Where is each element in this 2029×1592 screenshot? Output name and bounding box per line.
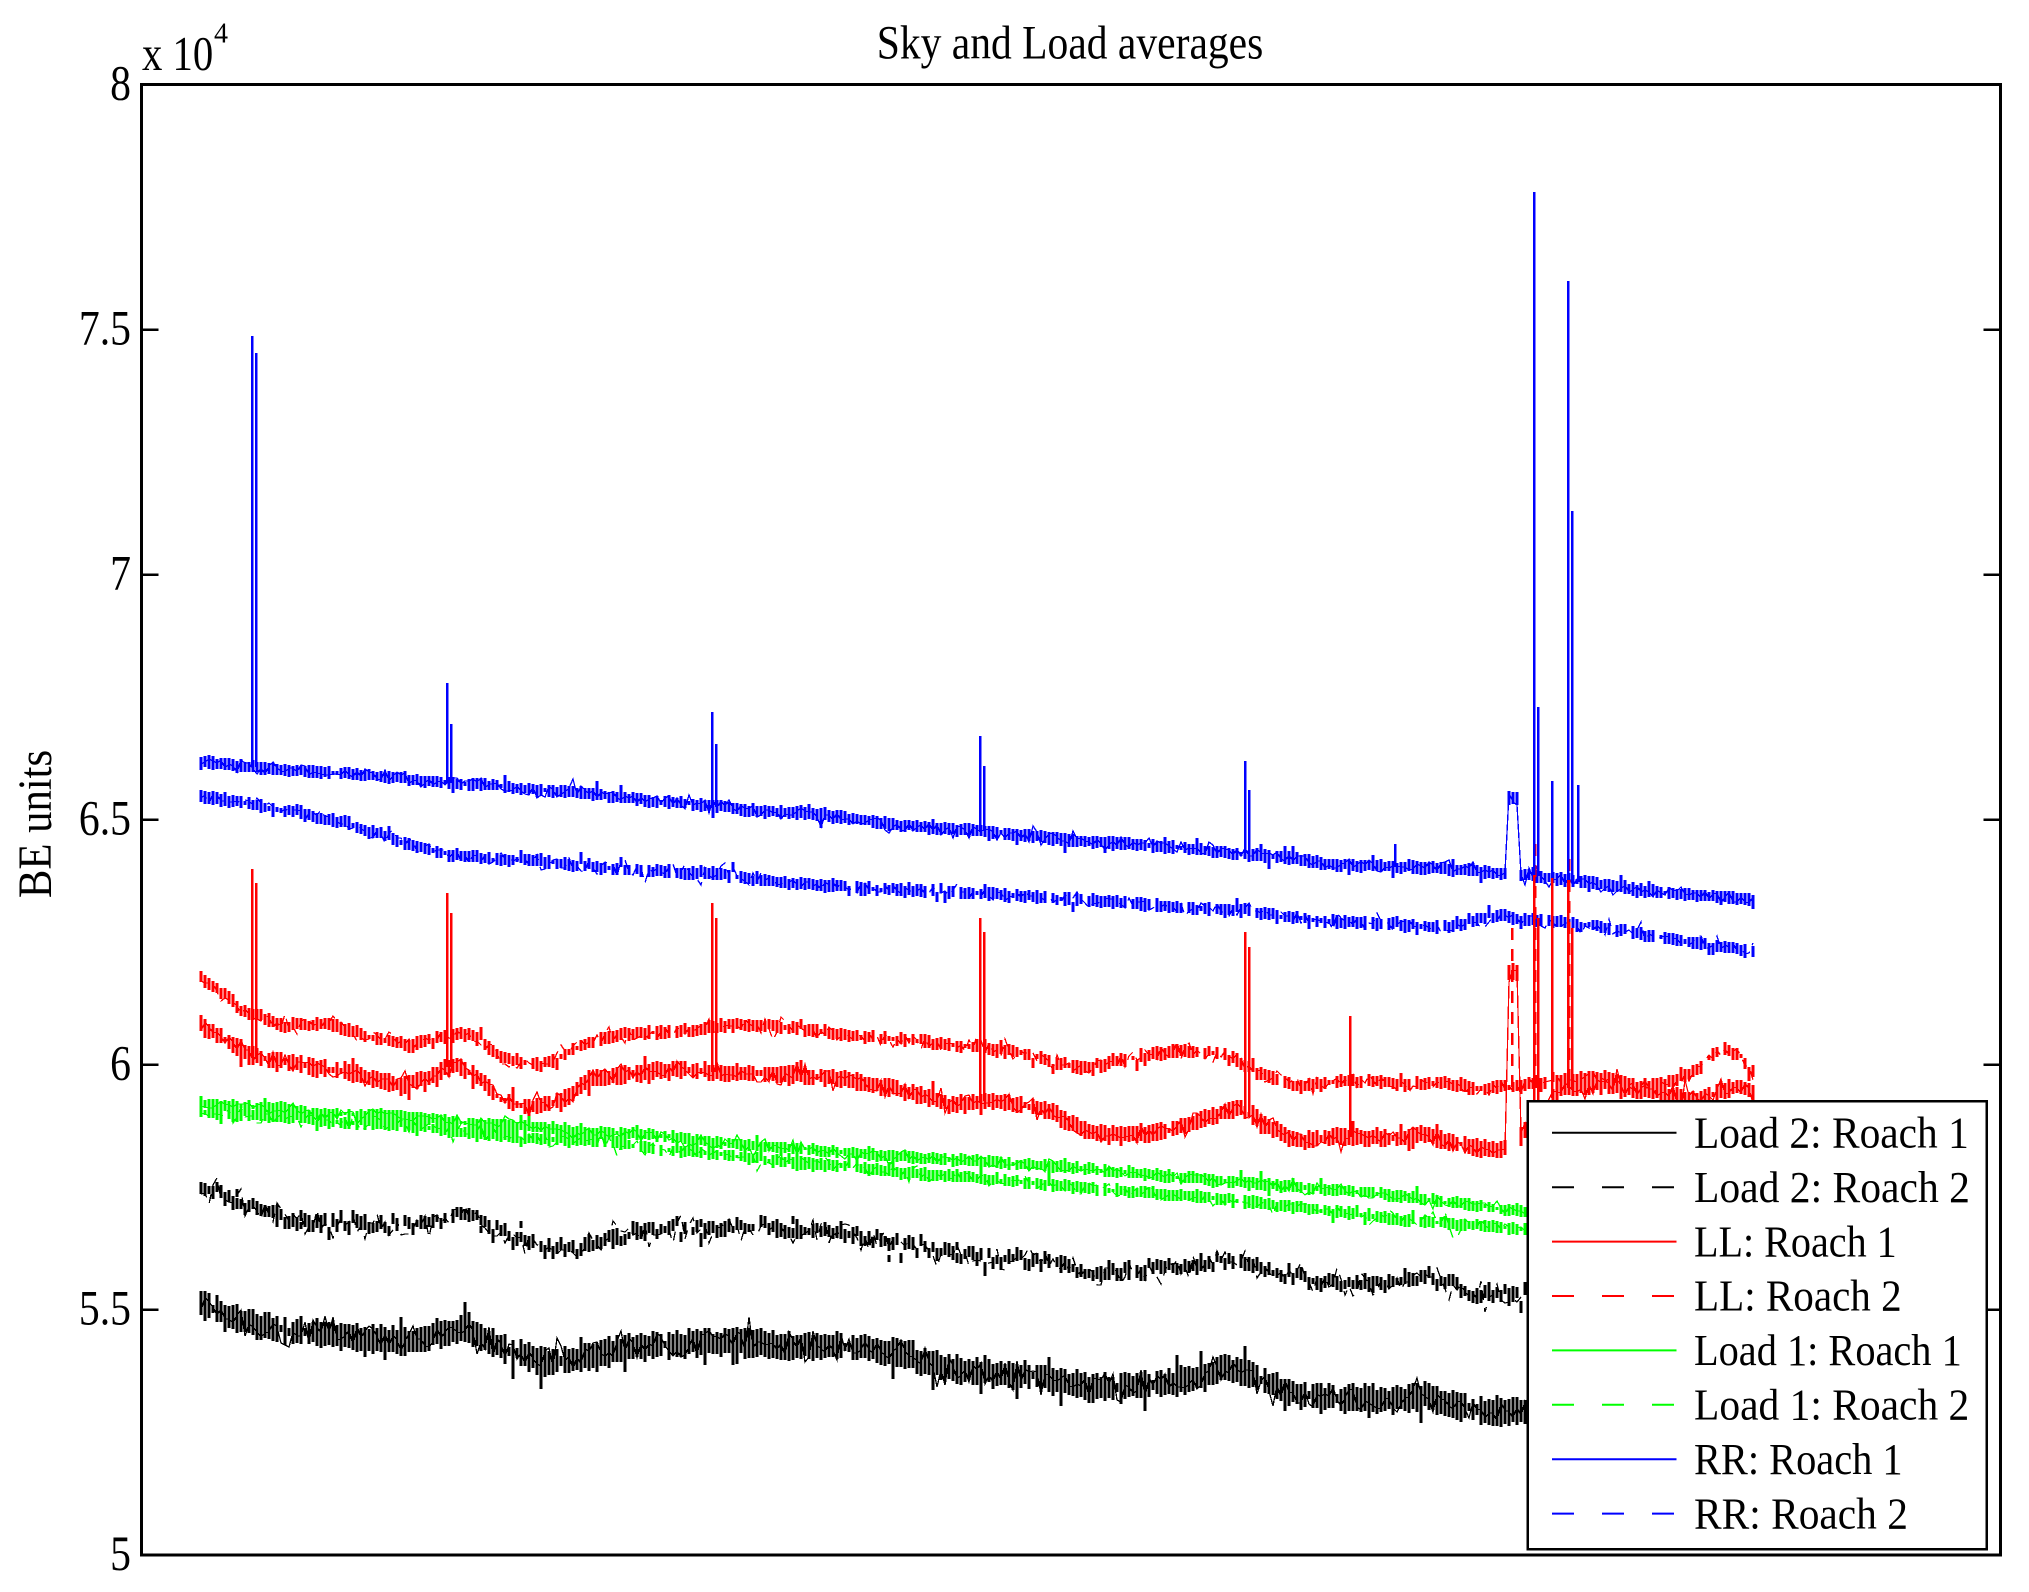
- svg-text:Load 1: Roach 2: Load 1: Roach 2: [1694, 1381, 1969, 1429]
- svg-text:8: 8: [110, 55, 131, 110]
- svg-text:Load 2: Roach 1: Load 2: Roach 1: [1694, 1109, 1969, 1157]
- svg-text:4: 4: [214, 19, 228, 50]
- svg-text:7.5: 7.5: [79, 300, 131, 355]
- svg-text:LL: Roach 1: LL: Roach 1: [1694, 1218, 1897, 1267]
- svg-text:RR: Roach 1: RR: Roach 1: [1694, 1435, 1903, 1484]
- svg-text:Sky and Load averages: Sky and Load averages: [877, 16, 1264, 69]
- svg-text:LL: Roach 2: LL: Roach 2: [1694, 1272, 1902, 1321]
- svg-text:6.5: 6.5: [79, 790, 131, 845]
- svg-text:6: 6: [110, 1035, 131, 1090]
- svg-text:Load 2: Roach 2: Load 2: Roach 2: [1694, 1164, 1970, 1212]
- svg-text:RR: Roach 2: RR: Roach 2: [1694, 1490, 1908, 1538]
- svg-text:Load 1: Roach 1: Load 1: Roach 1: [1694, 1327, 1962, 1376]
- svg-text:7: 7: [110, 545, 131, 600]
- svg-text:BE units: BE units: [9, 750, 62, 898]
- svg-text:5: 5: [110, 1525, 131, 1580]
- svg-text:5.5: 5.5: [79, 1280, 131, 1335]
- svg-text:x 10: x 10: [142, 26, 213, 80]
